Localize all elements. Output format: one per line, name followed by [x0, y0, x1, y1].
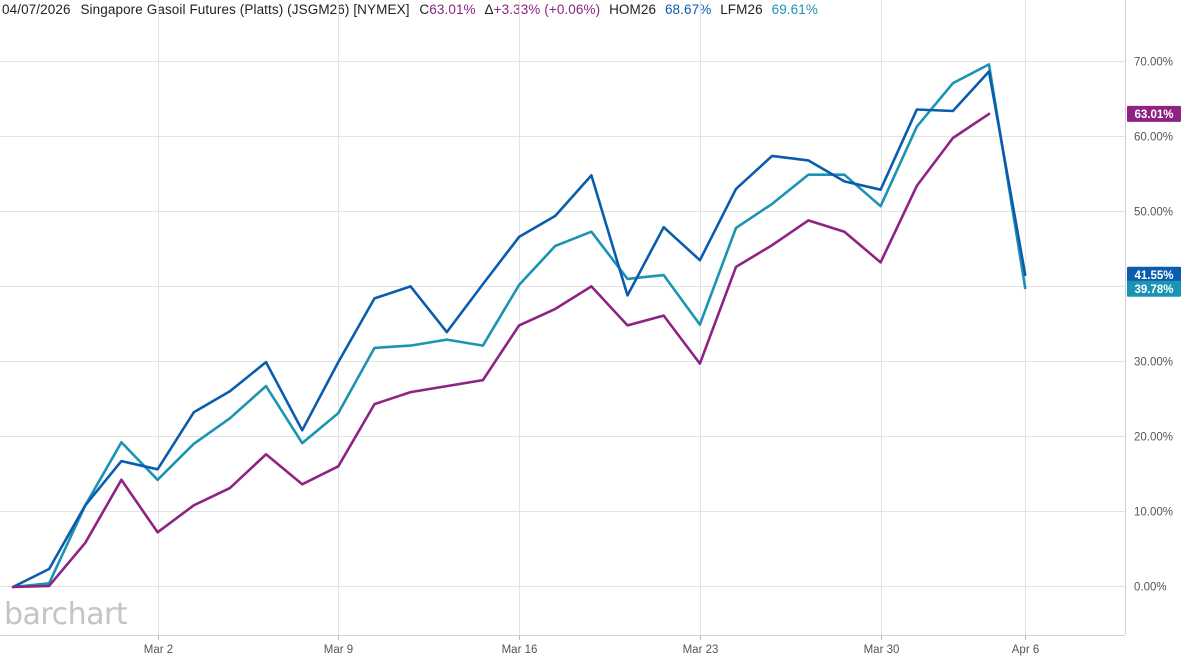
header-close-value: 63.01%	[429, 2, 476, 17]
y-tick-label: 20.00%	[1134, 432, 1173, 444]
series-line-hom26[interactable]	[11, 70, 1027, 589]
header-change-prefix: Δ	[484, 2, 494, 17]
y-tick-label: 60.00%	[1134, 132, 1173, 144]
last-value-labels: 63.01% 41.55% 39.78%	[1127, 105, 1181, 297]
header-hom-symbol: HOM26	[609, 2, 657, 17]
header-instrument: Singapore Gasoil Futures (Platts) (JSGM2…	[80, 2, 410, 17]
last-value-label-hom26: 41.55%	[1127, 266, 1181, 283]
x-tick-label: Apr 6	[1012, 644, 1040, 656]
y-tick-label: 10.00%	[1134, 507, 1173, 519]
axis-layer: 0.00%10.00%20.00%30.00%40.00%50.00%60.00…	[0, 0, 1173, 656]
y-tick-label: 0.00%	[1134, 582, 1167, 594]
x-tick-label: Mar 16	[502, 644, 538, 656]
header-lfm-value: 69.61%	[771, 2, 818, 17]
last-value-text: 41.55%	[1134, 270, 1173, 282]
last-value-label-jsgm26: 63.01%	[1127, 105, 1181, 122]
x-tick-label: Mar 9	[324, 644, 353, 656]
series-line-jsgm26[interactable]	[11, 112, 991, 589]
last-value-text: 39.78%	[1134, 284, 1173, 296]
header-hom-value: 68.67%	[664, 2, 712, 17]
x-tick-label: Mar 23	[683, 644, 719, 656]
last-value-label-lfm26: 39.78%	[1127, 280, 1181, 297]
x-tick-label: Mar 2	[144, 644, 173, 656]
y-tick-label: 30.00%	[1134, 357, 1173, 369]
y-tick-label: 50.00%	[1134, 207, 1173, 219]
x-tick-label: Mar 30	[864, 644, 900, 656]
last-value-text: 63.01%	[1134, 109, 1173, 121]
barchart-watermark: barchart	[4, 597, 128, 632]
header-change-value: +3.33% (+0.06%)	[493, 2, 601, 17]
header-lfm-symbol: LFM26	[720, 2, 763, 17]
chart-header: 04/07/2026 Singapore Gasoil Futures (Pla…	[2, 2, 818, 22]
grid-layer	[0, 0, 1125, 635]
y-tick-label: 70.00%	[1134, 57, 1173, 69]
header-date: 04/07/2026	[2, 2, 71, 17]
header-close-prefix: C	[419, 2, 430, 17]
series-layer	[11, 63, 1027, 589]
